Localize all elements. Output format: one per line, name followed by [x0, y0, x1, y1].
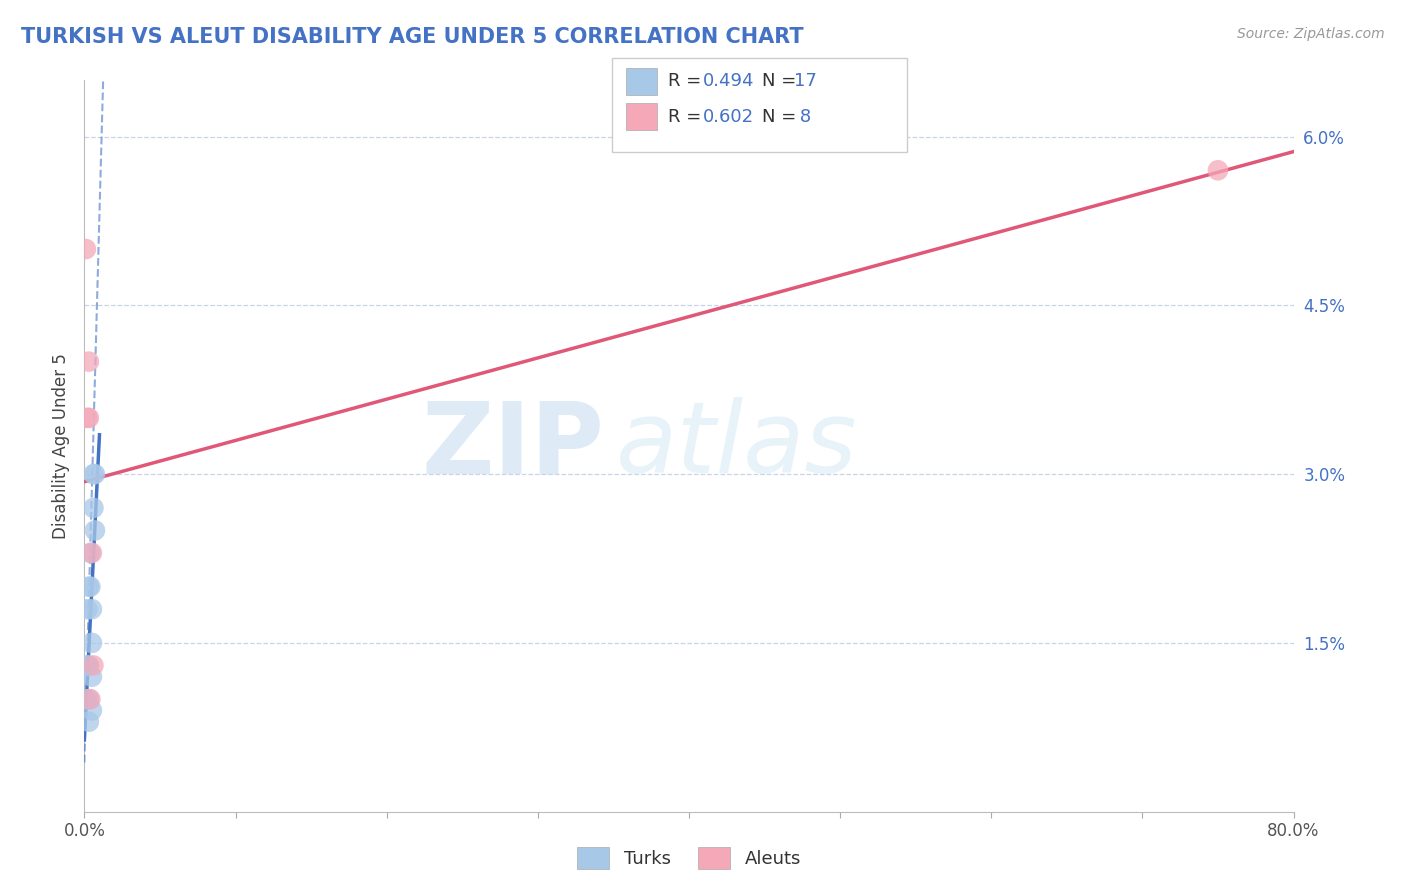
- Point: [77, 580, 100, 594]
- Point: [82, 467, 104, 482]
- Text: 8: 8: [794, 108, 811, 126]
- Text: R =: R =: [668, 108, 707, 126]
- Text: 0.494: 0.494: [703, 72, 755, 90]
- Text: 17: 17: [794, 72, 817, 90]
- Point: [80, 546, 103, 560]
- Point: [76, 658, 98, 673]
- Point: [79, 692, 101, 706]
- Point: [80, 602, 103, 616]
- Point: [79, 546, 101, 560]
- Point: [79, 580, 101, 594]
- Point: [80, 670, 103, 684]
- Point: [82, 658, 104, 673]
- Text: N =: N =: [762, 72, 801, 90]
- Text: atlas: atlas: [616, 398, 858, 494]
- Text: 0.602: 0.602: [703, 108, 754, 126]
- Legend: Turks, Aleuts: Turks, Aleuts: [569, 839, 808, 876]
- Point: [82, 500, 104, 515]
- Point: [76, 410, 98, 425]
- Point: [77, 658, 100, 673]
- Point: [84, 467, 107, 482]
- Text: Source: ZipAtlas.com: Source: ZipAtlas.com: [1237, 27, 1385, 41]
- Point: [77, 714, 100, 729]
- Point: [77, 354, 100, 368]
- Y-axis label: Disability Age Under 5: Disability Age Under 5: [52, 353, 70, 539]
- Point: [75, 692, 97, 706]
- Point: [76, 602, 98, 616]
- Point: [80, 636, 103, 650]
- Text: N =: N =: [762, 108, 801, 126]
- Point: [84, 524, 107, 538]
- Point: [77, 692, 100, 706]
- Text: R =: R =: [668, 72, 707, 90]
- Point: [75, 242, 97, 256]
- Text: ZIP: ZIP: [422, 398, 605, 494]
- Point: [77, 410, 100, 425]
- Text: TURKISH VS ALEUT DISABILITY AGE UNDER 5 CORRELATION CHART: TURKISH VS ALEUT DISABILITY AGE UNDER 5 …: [21, 27, 804, 46]
- Point: [1206, 163, 1229, 178]
- Point: [80, 703, 103, 717]
